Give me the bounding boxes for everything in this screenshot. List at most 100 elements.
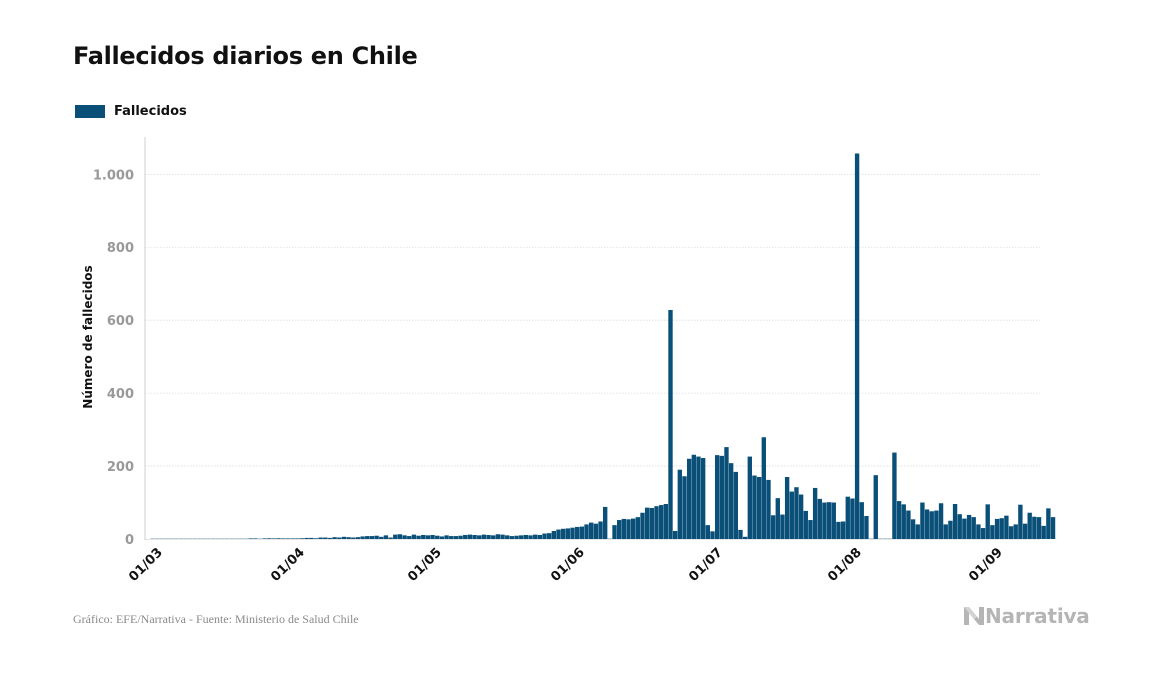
bar bbox=[453, 536, 459, 539]
bar bbox=[495, 534, 501, 539]
bar bbox=[528, 535, 533, 539]
bar bbox=[416, 535, 421, 539]
x-tick-labels: 01/03 01/04 01/05 01/06 01/07 01/08 01/09 bbox=[126, 545, 1006, 585]
bar bbox=[598, 521, 603, 539]
bar bbox=[276, 538, 281, 539]
bar bbox=[752, 475, 757, 539]
legend-label: Fallecidos bbox=[114, 104, 187, 119]
bar bbox=[1008, 526, 1014, 539]
bar bbox=[439, 536, 445, 539]
bar bbox=[1046, 508, 1051, 539]
bar bbox=[444, 535, 449, 539]
bar bbox=[500, 534, 505, 539]
x-tick-label: 01/06 bbox=[548, 545, 588, 585]
bar bbox=[845, 496, 850, 539]
bar bbox=[374, 535, 379, 539]
bar-series bbox=[150, 153, 1056, 539]
bar bbox=[962, 518, 967, 539]
y-tick-label: 1.000 bbox=[93, 168, 134, 183]
bar bbox=[770, 515, 776, 539]
bar bbox=[575, 526, 580, 539]
bar bbox=[840, 521, 846, 539]
bar bbox=[705, 525, 710, 539]
bar bbox=[318, 537, 323, 539]
bar bbox=[803, 510, 808, 539]
bar bbox=[369, 536, 375, 539]
bar bbox=[822, 502, 827, 539]
bar bbox=[663, 503, 669, 539]
bar bbox=[1004, 515, 1009, 539]
bar bbox=[449, 536, 454, 539]
bar bbox=[467, 534, 473, 539]
bar bbox=[304, 537, 309, 539]
bar bbox=[477, 535, 482, 539]
bar bbox=[873, 475, 878, 539]
bar bbox=[1018, 504, 1023, 539]
bar bbox=[323, 537, 328, 539]
x-tick-label: 01/05 bbox=[405, 545, 445, 585]
bar bbox=[700, 458, 706, 539]
bar bbox=[826, 502, 832, 539]
bar bbox=[313, 538, 319, 539]
narrativa-logo-text: Narrativa bbox=[985, 604, 1090, 628]
y-tick-label: 800 bbox=[107, 241, 134, 256]
bar bbox=[724, 447, 729, 539]
bar bbox=[775, 498, 780, 539]
bar bbox=[533, 534, 538, 539]
bar bbox=[948, 520, 953, 539]
bar bbox=[523, 534, 529, 539]
bar bbox=[458, 535, 463, 539]
bar bbox=[980, 528, 986, 539]
bar bbox=[901, 504, 906, 539]
bar bbox=[327, 537, 333, 539]
bar bbox=[519, 535, 524, 539]
bar bbox=[934, 510, 939, 539]
bar bbox=[1036, 517, 1042, 539]
bar bbox=[579, 526, 585, 539]
bar bbox=[733, 471, 738, 539]
legend: Fallecidos bbox=[75, 104, 187, 119]
bar bbox=[789, 491, 794, 539]
bar bbox=[1050, 517, 1056, 539]
bar bbox=[976, 524, 981, 539]
bar bbox=[719, 455, 724, 539]
bar bbox=[831, 502, 836, 539]
bar bbox=[248, 538, 253, 539]
bar bbox=[589, 522, 594, 539]
bar bbox=[640, 512, 645, 539]
bar bbox=[570, 527, 575, 539]
x-tick-label: 01/07 bbox=[686, 545, 726, 585]
bar bbox=[481, 534, 487, 539]
bar bbox=[738, 529, 743, 539]
bar bbox=[486, 534, 491, 539]
bar bbox=[649, 508, 655, 539]
x-tick-label: 01/09 bbox=[966, 545, 1006, 585]
bar bbox=[491, 535, 496, 539]
bar bbox=[864, 516, 869, 539]
narrativa-logo: Narrativa bbox=[963, 604, 1090, 628]
bar bbox=[1027, 512, 1032, 539]
bar bbox=[593, 523, 599, 539]
bar bbox=[668, 309, 673, 539]
bar bbox=[850, 498, 855, 539]
bar bbox=[295, 538, 300, 539]
bar bbox=[337, 537, 342, 539]
bar bbox=[994, 518, 1000, 539]
bar bbox=[812, 487, 818, 539]
bar bbox=[603, 506, 608, 539]
bar bbox=[472, 534, 477, 539]
bar bbox=[1041, 525, 1046, 539]
bar bbox=[1032, 516, 1037, 539]
bar bbox=[561, 528, 566, 539]
bar bbox=[915, 524, 920, 539]
bar bbox=[281, 538, 286, 539]
bar bbox=[920, 502, 925, 539]
bar bbox=[710, 531, 715, 539]
bar bbox=[271, 538, 277, 539]
bar bbox=[658, 505, 664, 539]
bar bbox=[355, 537, 361, 539]
bar bbox=[938, 503, 944, 539]
bar bbox=[854, 153, 860, 539]
bar bbox=[654, 506, 659, 539]
